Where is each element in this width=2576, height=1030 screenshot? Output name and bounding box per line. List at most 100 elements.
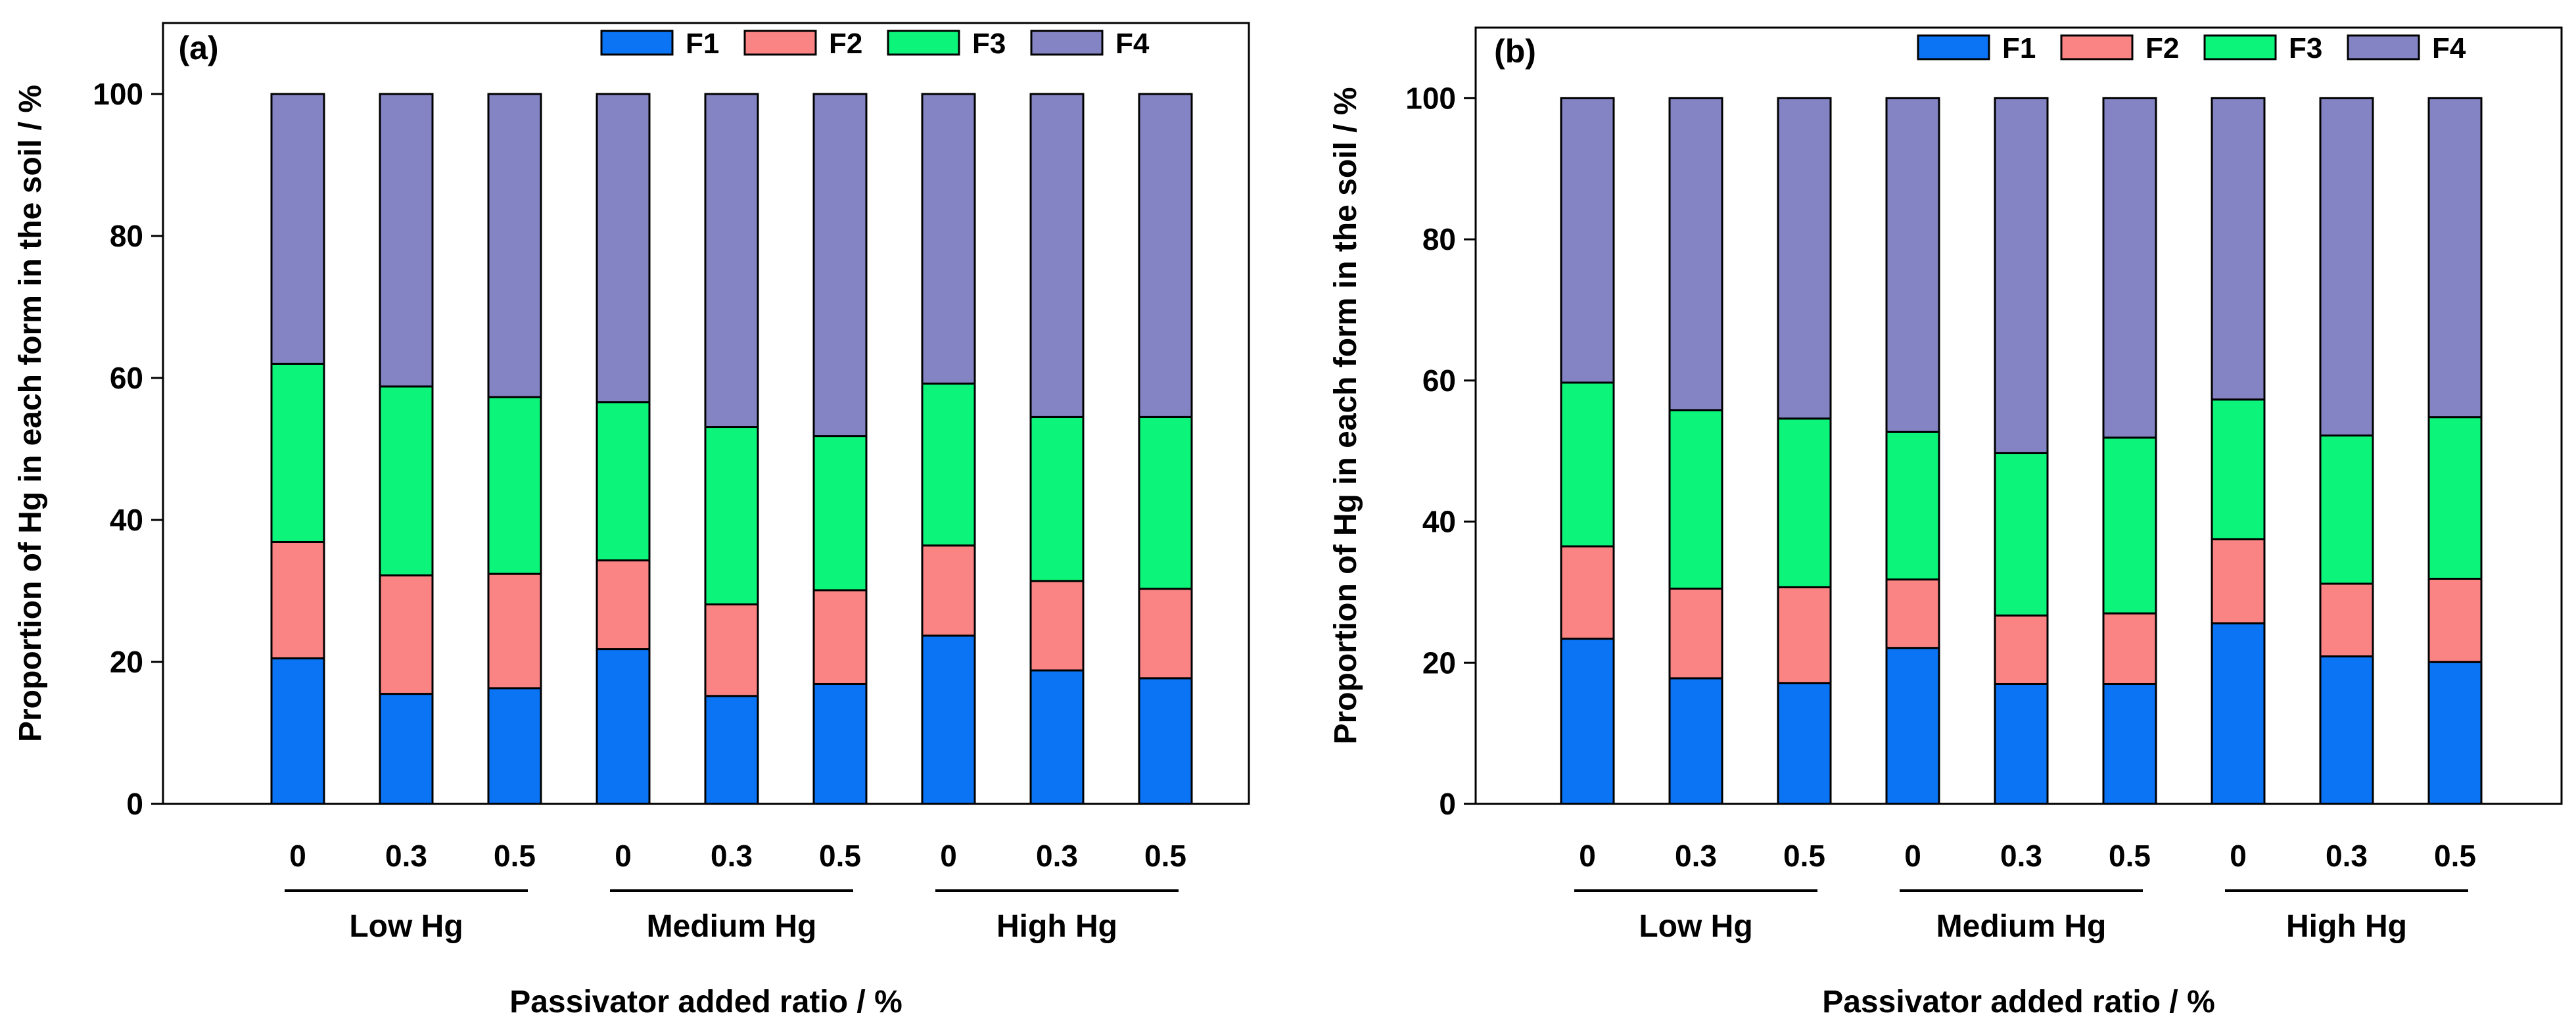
bar-segment-f3 xyxy=(1668,409,1723,590)
bar-segment-f4 xyxy=(704,93,759,429)
bar-segment-f2 xyxy=(1029,580,1085,672)
x-tick-label: 0.3 xyxy=(385,839,427,873)
bar-segment-f1 xyxy=(1029,669,1085,805)
y-tick-label: 40 xyxy=(1422,505,1456,539)
bar-segment-f2 xyxy=(2427,578,2483,663)
x-tick-label: 0.5 xyxy=(1144,839,1186,873)
legend-label: F1 xyxy=(686,28,719,60)
bar-segment-f4 xyxy=(270,93,325,365)
bar-segment-f3 xyxy=(921,383,976,547)
group-label: Medium Hg xyxy=(647,909,817,944)
chart-panel-a: 0 20 40 60 80 100 0 0.3 0.5 0 0.3 0.5 0 0.3 0.5 Low Hg M… xyxy=(13,22,1250,1019)
bar-segment-f1 xyxy=(921,634,976,805)
bar-segment-f2 xyxy=(487,573,542,690)
x-tick-label: 0 xyxy=(289,839,306,873)
chart-panel-b: 0 20 40 60 80 100 0 0.3 0.5 0 0.3 0.5 0 0.3 0.5 Low Hg M… xyxy=(1328,26,2563,1019)
x-tick-label: 0.3 xyxy=(1675,839,1717,873)
bar-segment-f4 xyxy=(1138,93,1193,418)
legend-label: F1 xyxy=(2002,32,2036,64)
y-tick-label: 60 xyxy=(110,361,143,395)
bar-segment-f2 xyxy=(704,603,759,697)
bar-segment-f1 xyxy=(1560,638,1615,805)
bar-segment-f3 xyxy=(1560,381,1615,548)
bar-segment-f2 xyxy=(1668,588,1723,680)
legend-label: F4 xyxy=(2432,32,2466,64)
bar-segment-f3 xyxy=(1029,415,1085,582)
bar-segment-f4 xyxy=(1777,97,1832,420)
bar-segment-f4 xyxy=(2211,97,2266,401)
bar-segment-f1 xyxy=(270,657,325,805)
bar-segment-f4 xyxy=(2427,97,2483,419)
y-axis-title: Proportion of Hg in each form in the soi… xyxy=(1328,87,1363,744)
legend-swatch xyxy=(887,30,960,56)
bar-segment-f4 xyxy=(2319,97,2374,437)
bar-segment-f3 xyxy=(2427,416,2483,580)
bar-segment-f4 xyxy=(1994,97,2049,454)
bar-segment-f2 xyxy=(1138,588,1193,680)
bar-segment-f1 xyxy=(1994,682,2049,805)
y-axis-title: Proportion of Hg in each form in the soi… xyxy=(13,85,48,742)
x-tick-label: 0.5 xyxy=(2109,839,2151,873)
bar-segment-f3 xyxy=(2102,436,2157,615)
legend-label: F2 xyxy=(829,28,862,60)
bar-segment-f4 xyxy=(379,93,434,388)
bar-segment-f3 xyxy=(1777,417,1832,588)
bar-segment-f4 xyxy=(1029,93,1085,418)
bar-segment-f1 xyxy=(1885,647,1940,805)
x-tick-label: 0 xyxy=(1904,839,1921,873)
bar-segment-f1 xyxy=(1777,682,1832,805)
bar-segment-f4 xyxy=(1560,97,1615,384)
bar-segment-f3 xyxy=(270,362,325,543)
legend-swatch xyxy=(1030,30,1104,56)
bar-segment-f1 xyxy=(487,687,542,805)
bar-segment-f2 xyxy=(2102,612,2157,685)
y-tick-label: 0 xyxy=(1439,787,1456,821)
x-axis-title: Passivator added ratio / % xyxy=(509,985,902,1019)
bar-segment-f3 xyxy=(2319,434,2374,585)
group-label: Low Hg xyxy=(349,909,463,944)
bar-segment-f4 xyxy=(596,93,651,404)
bar-segment-f3 xyxy=(596,401,651,562)
bar-segment-f1 xyxy=(379,693,434,805)
bar-segment-f2 xyxy=(1994,614,2049,685)
bar-segment-f2 xyxy=(2211,538,2266,624)
bar-segment-f1 xyxy=(812,682,868,805)
x-tick-label: 0.3 xyxy=(1036,839,1078,873)
legend-swatch xyxy=(2060,34,2134,60)
bar-segment-f2 xyxy=(1560,545,1615,640)
legend-label: F4 xyxy=(1115,28,1150,60)
x-tick-label: 0.3 xyxy=(2326,839,2368,873)
bar-segment-f2 xyxy=(812,589,868,685)
bar-segment-f1 xyxy=(2427,661,2483,805)
y-tick-label: 60 xyxy=(1422,363,1456,398)
group-label: Low Hg xyxy=(1639,909,1752,944)
group-label: High Hg xyxy=(2286,909,2407,944)
bar-segment-f2 xyxy=(270,540,325,660)
bar-segment-f1 xyxy=(704,695,759,805)
x-axis-title: Passivator added ratio / % xyxy=(1822,985,2215,1019)
group-label: Medium Hg xyxy=(1936,909,2107,944)
y-tick-label: 80 xyxy=(1422,222,1456,256)
y-tick-label: 20 xyxy=(1422,645,1456,680)
bar-segment-f1 xyxy=(2319,655,2374,805)
legend-swatch xyxy=(743,30,817,56)
bar-segment-f3 xyxy=(379,385,434,576)
bar-segment-f1 xyxy=(596,648,651,805)
x-tick-label: 0 xyxy=(940,839,957,873)
x-tick-label: 0.3 xyxy=(2000,839,2042,873)
bar-segment-f4 xyxy=(1885,97,1940,433)
x-tick-label: 0 xyxy=(615,839,632,873)
bar-segment-f3 xyxy=(487,396,542,575)
bar-segment-f3 xyxy=(2211,398,2266,540)
legend-swatch xyxy=(1917,34,1990,60)
bar-segment-f2 xyxy=(1885,578,1940,649)
y-tick-label: 40 xyxy=(110,503,143,537)
panel-label: (a) xyxy=(178,30,218,66)
bar-segment-f1 xyxy=(1668,677,1723,805)
x-tick-label: 0.5 xyxy=(1783,839,1825,873)
group-label: High Hg xyxy=(996,909,1117,944)
bar-segment-f2 xyxy=(379,574,434,695)
legend-swatch xyxy=(600,30,674,56)
x-tick-label: 0.5 xyxy=(2434,839,2476,873)
